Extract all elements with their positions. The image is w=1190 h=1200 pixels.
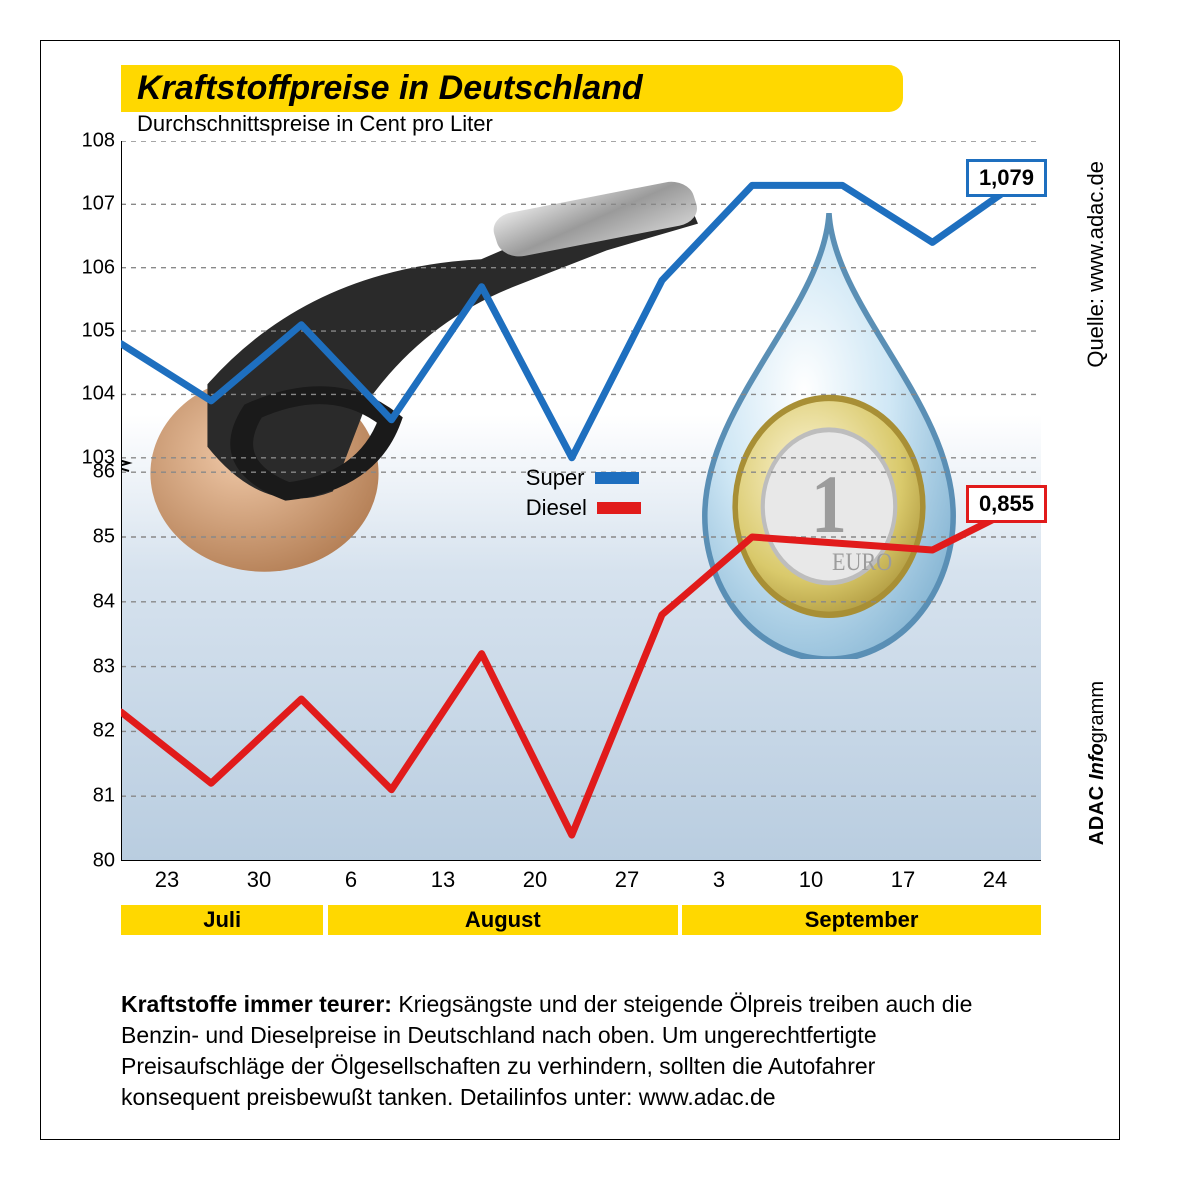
legend-swatch (597, 502, 641, 514)
y-tick-label: 80 (75, 850, 115, 873)
month-band: Juli (121, 905, 323, 935)
y-tick-label: 107 (75, 193, 115, 216)
y-tick-label: 83 (75, 655, 115, 678)
y-tick-label: 84 (75, 590, 115, 613)
brand-suffix2: gramm (1086, 681, 1108, 743)
y-tick-label: 106 (75, 256, 115, 279)
x-tick-label: 13 (431, 867, 455, 893)
x-tick-label: 23 (155, 867, 179, 893)
x-tick-label: 6 (345, 867, 357, 893)
value-label-super: 1,079 (966, 159, 1047, 197)
x-tick-label: 17 (891, 867, 915, 893)
y-tick-label: 105 (75, 320, 115, 343)
legend: Super Diesel (526, 465, 641, 525)
infographic-container: Kraftstoffpreise in Deutschland Durchsch… (40, 40, 1120, 1140)
x-tick-label: 10 (799, 867, 823, 893)
legend-row: Super (526, 465, 641, 491)
month-band: September (682, 905, 1041, 935)
y-tick-label: 81 (75, 785, 115, 808)
source-label: Quelle: www.adac.de (1083, 161, 1109, 368)
brand-name: ADAC (1086, 785, 1108, 845)
page-title: Kraftstoffpreise in Deutschland (137, 69, 643, 107)
y-tick-label: 85 (75, 526, 115, 549)
brand-label: ADAC Infogramm (1086, 681, 1109, 845)
legend-label: Super (526, 465, 585, 491)
title-bar: Kraftstoffpreise in Deutschland (121, 65, 903, 112)
x-tick-label: 24 (983, 867, 1007, 893)
x-tick-label: 3 (713, 867, 725, 893)
subtitle: Durchschnittspreise in Cent pro Liter (137, 111, 493, 137)
y-tick-label: 82 (75, 720, 115, 743)
footer-caption: Kraftstoffe immer teurer: Kriegsängste u… (121, 989, 999, 1113)
value-label-diesel: 0,855 (966, 485, 1047, 523)
y-tick-label: 104 (75, 383, 115, 406)
x-tick-label: 30 (247, 867, 271, 893)
legend-swatch (595, 472, 639, 484)
legend-row: Diesel (526, 495, 641, 521)
month-band: August (328, 905, 678, 935)
brand-suffix1: Info (1086, 743, 1108, 780)
x-tick-label: 27 (615, 867, 639, 893)
footer-lead: Kraftstoffe immer teurer: (121, 991, 392, 1017)
y-tick-label: 86 (75, 461, 115, 484)
chart-area: 1 EURO SuperDiesel 1,079 0,855 103104105… (121, 141, 1041, 861)
legend-label: Diesel (526, 495, 587, 521)
x-tick-label: 20 (523, 867, 547, 893)
y-tick-label: 108 (75, 130, 115, 153)
